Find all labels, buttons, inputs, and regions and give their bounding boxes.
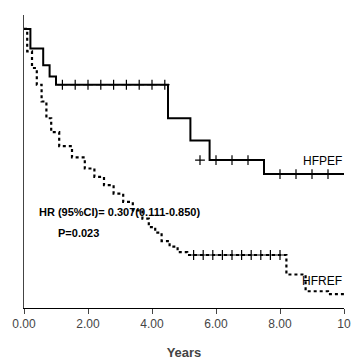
svg-text:HFREF: HFREF [302, 274, 342, 288]
svg-text:HR (95%CI)= 0.307(0.111-0.850): HR (95%CI)= 0.307(0.111-0.850) [39, 206, 200, 218]
svg-text:8.00: 8.00 [268, 317, 292, 331]
svg-text:2.00: 2.00 [76, 317, 100, 331]
svg-text:Years: Years [167, 345, 202, 360]
svg-text:6.00: 6.00 [204, 317, 228, 331]
svg-text:0.00: 0.00 [12, 317, 36, 331]
svg-text:4.00: 4.00 [140, 317, 164, 331]
svg-text:P=0.023: P=0.023 [58, 227, 99, 239]
svg-text:10: 10 [337, 317, 351, 331]
svg-text:HFPEF: HFPEF [303, 154, 342, 168]
